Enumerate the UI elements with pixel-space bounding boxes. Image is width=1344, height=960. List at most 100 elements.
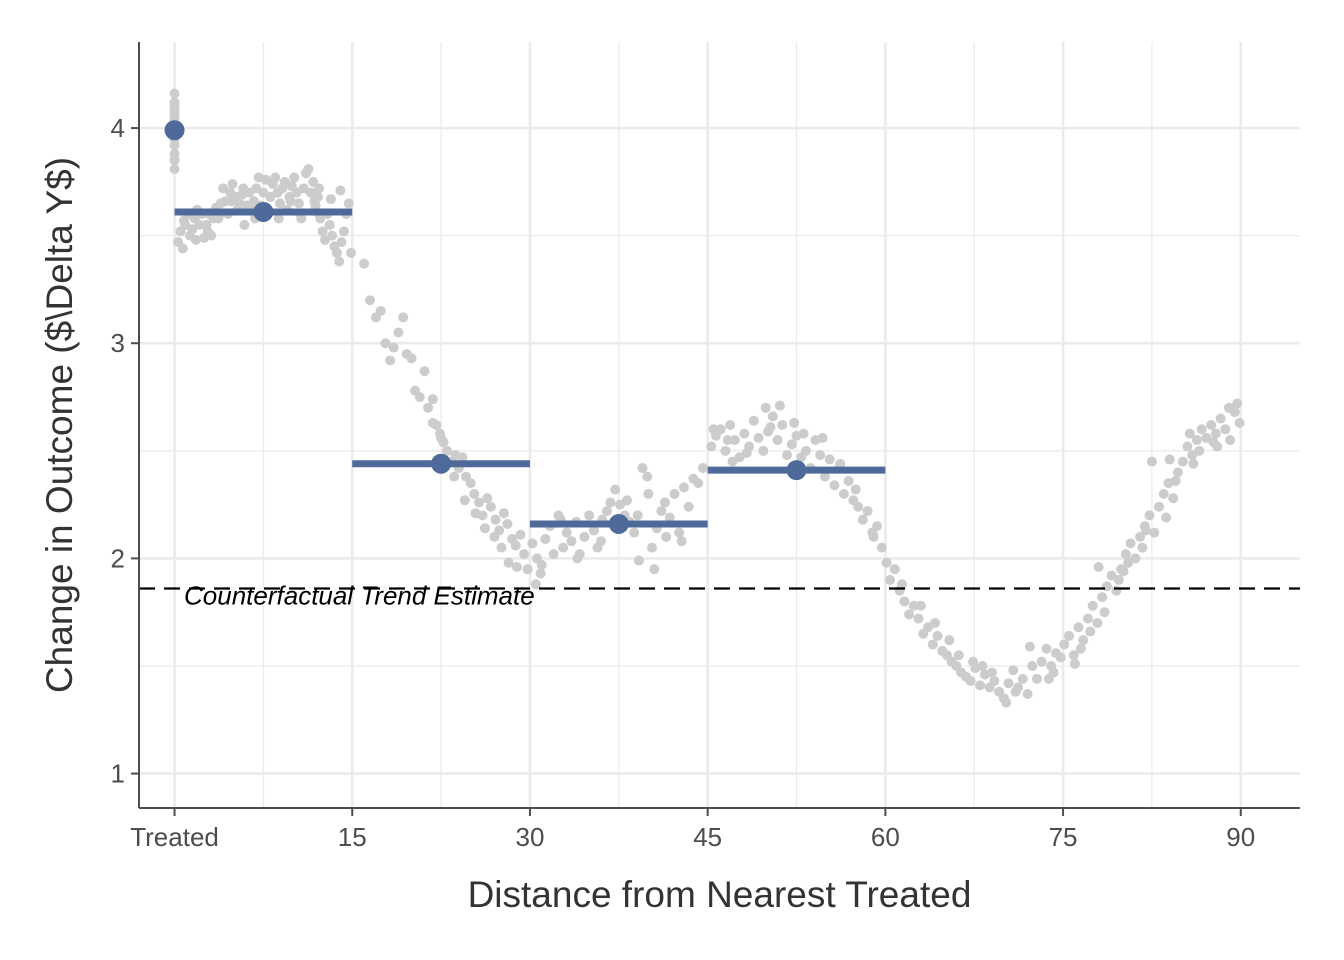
- raw-point: [459, 495, 470, 506]
- raw-point: [646, 542, 657, 553]
- raw-point: [419, 366, 430, 377]
- raw-point: [1164, 454, 1175, 465]
- raw-point: [729, 435, 740, 446]
- raw-point: [876, 542, 887, 553]
- raw-point: [661, 531, 672, 542]
- raw-point: [1194, 445, 1205, 456]
- raw-point: [1111, 585, 1122, 596]
- raw-point: [989, 676, 1000, 687]
- bin-estimate-point: [608, 513, 629, 534]
- raw-point: [338, 226, 349, 237]
- raw-point: [798, 428, 809, 439]
- raw-point: [535, 568, 546, 579]
- raw-point: [610, 484, 621, 495]
- raw-point: [727, 456, 738, 467]
- raw-point: [331, 247, 342, 258]
- x-tick-label: 15: [338, 822, 367, 852]
- raw-point: [1078, 635, 1089, 646]
- raw-point: [629, 527, 640, 538]
- y-tick-label: 4: [111, 113, 125, 143]
- raw-point: [660, 497, 671, 508]
- raw-point: [498, 508, 509, 519]
- raw-point: [777, 420, 788, 430]
- raw-point: [346, 247, 357, 258]
- raw-point: [753, 432, 764, 443]
- raw-point: [881, 557, 892, 568]
- raw-point: [1017, 673, 1028, 684]
- raw-point: [1208, 437, 1219, 448]
- raw-point: [1073, 622, 1084, 633]
- raw-point: [862, 506, 873, 517]
- raw-point: [194, 219, 205, 230]
- raw-point: [1069, 658, 1080, 669]
- raw-point: [1075, 643, 1086, 654]
- grid: [139, 42, 1300, 808]
- raw-point: [561, 527, 572, 538]
- raw-point: [899, 596, 910, 607]
- raw-point: [1120, 549, 1131, 560]
- raw-point: [748, 415, 759, 426]
- raw-point: [927, 639, 938, 650]
- raw-point: [1223, 402, 1234, 413]
- raw-point: [1085, 626, 1096, 637]
- raw-point: [325, 194, 336, 205]
- raw-point: [359, 258, 370, 269]
- raw-point: [496, 542, 507, 553]
- y-tick-label: 3: [111, 328, 125, 358]
- raw-point: [1022, 688, 1033, 699]
- raw-point: [853, 501, 864, 512]
- tick-labels: Treated 15 30 45 60 75 90 1 2 3 4: [111, 113, 1256, 852]
- raw-point: [1215, 413, 1226, 424]
- raw-point: [786, 439, 797, 450]
- raw-point: [485, 501, 496, 512]
- treated-raw-point: [169, 88, 180, 99]
- raw-point: [1168, 493, 1179, 504]
- x-tick-label: 75: [1049, 822, 1078, 852]
- raw-point: [365, 295, 376, 306]
- raw-point: [414, 392, 425, 403]
- raw-point: [1146, 456, 1157, 467]
- raw-point: [566, 536, 577, 547]
- raw-point: [1220, 424, 1231, 435]
- raw-point: [309, 196, 320, 207]
- raw-point: [885, 574, 896, 585]
- axes: [138, 42, 1300, 809]
- raw-point: [1125, 538, 1136, 549]
- raw-point: [782, 450, 793, 461]
- raw-point: [596, 536, 607, 547]
- raw-point: [327, 230, 338, 241]
- treated-raw-point: [169, 163, 180, 174]
- raw-point: [815, 450, 826, 461]
- raw-point: [664, 512, 675, 523]
- raw-point: [510, 540, 521, 551]
- raw-point: [601, 506, 612, 517]
- raw-point: [1225, 435, 1236, 446]
- raw-point: [527, 538, 538, 549]
- raw-point: [838, 488, 849, 499]
- raw-point: [388, 342, 399, 353]
- raw-point: [633, 555, 644, 566]
- raw-point: [285, 196, 296, 207]
- raw-point: [1024, 641, 1035, 652]
- raw-point: [427, 394, 438, 405]
- raw-point: [968, 656, 979, 667]
- raw-point: [913, 613, 924, 624]
- raw-point: [398, 312, 409, 323]
- raw-point: [479, 523, 490, 534]
- raw-point: [588, 525, 599, 536]
- raw-point: [548, 549, 559, 560]
- raw-point: [977, 660, 988, 671]
- raw-point: [584, 510, 595, 521]
- x-tick-label: 45: [693, 822, 722, 852]
- raw-point: [720, 445, 731, 456]
- raw-point: [308, 176, 319, 187]
- raw-point: [1177, 456, 1188, 467]
- raw-point: [1008, 665, 1019, 676]
- raw-point: [932, 630, 943, 641]
- treated-raw-point: [169, 101, 180, 112]
- raw-point: [706, 441, 717, 452]
- raw-point: [536, 559, 547, 570]
- raw-point: [767, 411, 778, 422]
- raw-point: [293, 198, 304, 209]
